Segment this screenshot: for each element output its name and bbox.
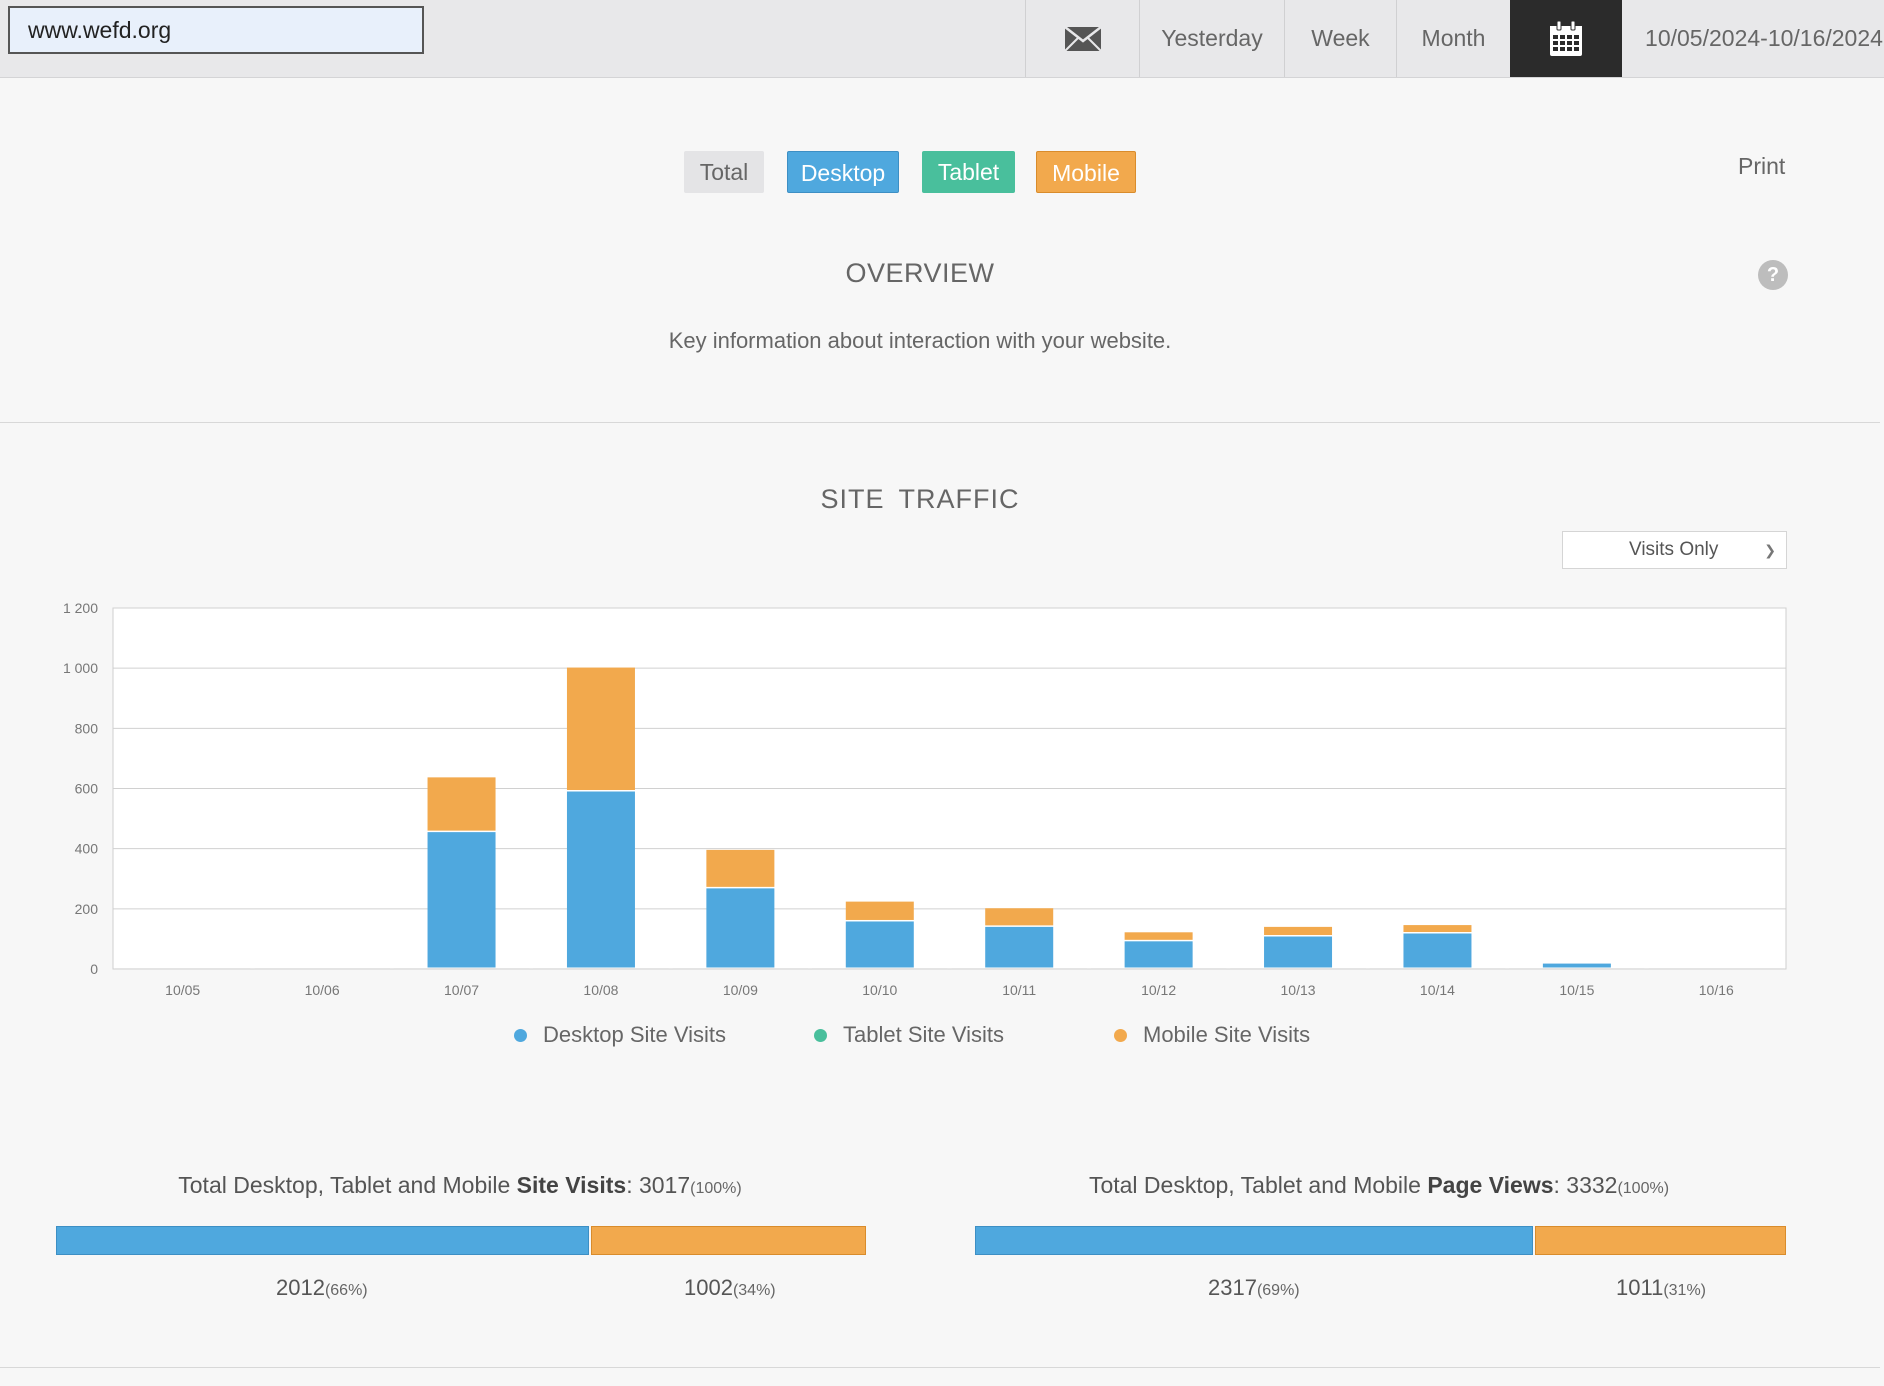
url-field[interactable]: www.wefd.org (8, 6, 424, 54)
site-visits-mobile-pct: (34%) (732, 1282, 776, 1299)
y-tick-label: 1 000 (63, 660, 98, 676)
page-views-desktop-value: 2317 (1208, 1275, 1257, 1300)
bar-desktop-10-12 (1124, 941, 1193, 968)
page-views-mobile-segment (1535, 1226, 1786, 1255)
filter-tablet-button[interactable]: Tablet (922, 151, 1015, 193)
mail-icon (1063, 25, 1102, 52)
visits-mode-select[interactable]: Visits Only ❯ (1562, 531, 1787, 569)
y-tick-label: 1 200 (63, 600, 98, 616)
bar-desktop-10-09 (706, 888, 775, 968)
page-views-total: : 3332 (1553, 1172, 1618, 1198)
y-tick-label: 800 (75, 720, 99, 736)
bar-mobile-10-10 (845, 901, 914, 920)
site-visits-desktop-label: 2012(66%) (276, 1275, 368, 1301)
calendar-icon (1550, 20, 1582, 56)
x-tick-label: 10/13 (1281, 982, 1316, 998)
top-bar: www.wefd.org Yesterday Week Month 10/05/… (0, 0, 1884, 78)
bar-mobile-10-07 (427, 777, 496, 831)
site-visits-desktop-pct: (66%) (324, 1282, 368, 1299)
section-divider (0, 422, 1880, 423)
site-visits-mobile-label: 1002(34%) (684, 1275, 776, 1301)
site-visits-total-pct: (100%) (690, 1180, 742, 1197)
x-tick-label: 10/11 (1002, 982, 1036, 998)
page-views-caption: Total Desktop, Tablet and Mobile Page Vi… (975, 1172, 1783, 1199)
site-visits-mobile-value: 1002 (684, 1275, 733, 1300)
visits-mode-value: Visits Only (1629, 539, 1719, 560)
bar-desktop-10-11 (985, 926, 1054, 968)
page-views-prefix: Total Desktop, Tablet and Mobile (1088, 1172, 1428, 1198)
x-tick-label: 10/08 (583, 982, 618, 998)
chevron-down-icon: ❯ (1764, 542, 1776, 558)
filter-desktop-button[interactable]: Desktop (787, 151, 899, 193)
month-button[interactable]: Month (1396, 0, 1510, 77)
site-visits-desktop-segment (56, 1226, 590, 1255)
site-visits-split-bar (56, 1226, 866, 1255)
x-tick-label: 10/07 (444, 982, 479, 998)
bottom-divider (0, 1367, 1880, 1368)
legend-desktop[interactable]: Desktop Site Visits (514, 1022, 726, 1048)
page-views-mobile-pct: (31%) (1663, 1282, 1706, 1299)
site-visits-total: : 3017 (626, 1172, 691, 1198)
x-tick-label: 10/05 (165, 982, 200, 998)
date-range-label[interactable]: 10/05/2024-10/16/2024 (1645, 25, 1883, 51)
site-visits-desktop-value: 2012 (276, 1275, 325, 1300)
bar-desktop-10-14 (1403, 933, 1472, 968)
y-tick-label: 200 (75, 901, 99, 917)
mail-button[interactable] (1025, 0, 1139, 77)
site-visits-mobile-segment (591, 1226, 866, 1255)
bar-desktop-10-07 (427, 832, 496, 968)
site-visits-caption: Total Desktop, Tablet and Mobile Site Vi… (56, 1172, 864, 1199)
bar-mobile-10-12 (1124, 932, 1193, 940)
calendar-button[interactable] (1510, 0, 1622, 77)
filter-mobile-button[interactable]: Mobile (1036, 151, 1136, 193)
x-tick-label: 10/16 (1699, 982, 1734, 998)
page-views-desktop-segment (975, 1226, 1534, 1255)
bar-desktop-10-10 (845, 921, 914, 968)
page-views-split-bar (975, 1226, 1786, 1255)
page-views-desktop-label: 2317(69%) (1208, 1275, 1300, 1301)
bar-desktop-10-13 (1264, 936, 1333, 968)
bar-mobile-10-09 (706, 849, 775, 887)
bar-desktop-10-08 (566, 791, 635, 968)
print-link[interactable]: Print (1738, 153, 1786, 179)
legend-desktop-label: Desktop Site Visits (543, 1022, 727, 1047)
page-views-bold: Page Views (1427, 1172, 1554, 1198)
yesterday-button[interactable]: Yesterday (1139, 0, 1284, 77)
help-icon[interactable]: ? (1758, 260, 1788, 290)
filter-total-button[interactable]: Total (684, 151, 764, 193)
page-views-desktop-pct: (69%) (1256, 1282, 1300, 1299)
bar-mobile-10-11 (985, 908, 1054, 926)
site-visits-bold: Site Visits (516, 1172, 627, 1198)
x-tick-label: 10/06 (305, 982, 340, 998)
x-tick-label: 10/10 (862, 982, 897, 998)
legend-tablet[interactable]: Tablet Site Visits (814, 1022, 1004, 1048)
legend-mobile-marker (1114, 1028, 1127, 1042)
y-tick-label: 400 (75, 841, 99, 857)
y-tick-label: 0 (90, 961, 98, 977)
x-tick-label: 10/14 (1420, 982, 1455, 998)
x-tick-label: 10/15 (1559, 982, 1594, 998)
legend-tablet-marker (814, 1028, 827, 1042)
legend-desktop-marker (514, 1028, 527, 1042)
x-tick-label: 10/09 (723, 982, 758, 998)
site-traffic-title: SITE TRAFFIC (820, 484, 1020, 514)
page-views-total-pct: (100%) (1617, 1180, 1670, 1197)
overview-subtitle: Key information about interaction with y… (668, 328, 1172, 353)
week-button[interactable]: Week (1284, 0, 1396, 77)
bar-desktop-10-15 (1542, 963, 1611, 968)
bar-mobile-10-13 (1264, 926, 1333, 936)
overview-title: OVERVIEW (845, 258, 995, 288)
legend-mobile[interactable]: Mobile Site Visits (1114, 1022, 1310, 1048)
legend-mobile-label: Mobile Site Visits (1143, 1022, 1311, 1047)
bar-mobile-10-08 (566, 667, 635, 791)
site-traffic-chart: 0 200 400 600 800 1 000 1 200 10/05 10/06 10/07 10… (63, 600, 1787, 998)
bar-mobile-10-14 (1403, 925, 1472, 933)
site-visits-prefix: Total Desktop, Tablet and Mobile (178, 1172, 517, 1198)
y-tick-label: 600 (75, 781, 99, 797)
page-views-mobile-label: 1011(31%) (1616, 1275, 1706, 1301)
legend-tablet-label: Tablet Site Visits (843, 1022, 1005, 1047)
page-views-mobile-value: 1011 (1616, 1275, 1664, 1300)
x-tick-label: 10/12 (1141, 982, 1176, 998)
